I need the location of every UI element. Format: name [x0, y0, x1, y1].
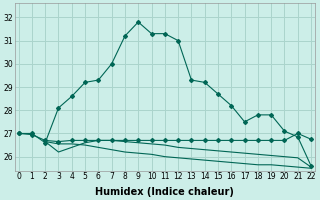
X-axis label: Humidex (Indice chaleur): Humidex (Indice chaleur) — [95, 187, 234, 197]
